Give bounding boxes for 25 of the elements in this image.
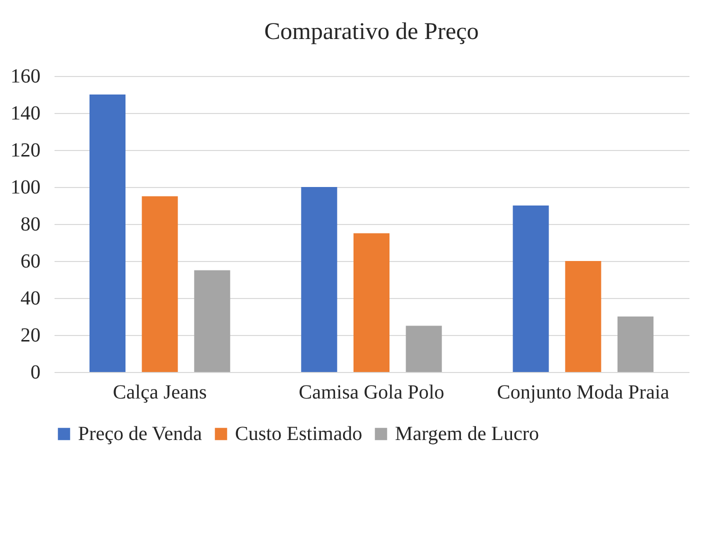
- bar: [565, 261, 602, 372]
- bar: [142, 196, 178, 372]
- y-tick-label: 160: [10, 66, 40, 88]
- y-tick-label: 140: [10, 102, 40, 124]
- y-tick-label: 80: [20, 214, 40, 236]
- bar: [301, 187, 338, 372]
- x-tick-label: Conjunto Moda Praia: [497, 382, 670, 404]
- bar: [406, 326, 442, 372]
- x-tick-label: Camisa Gola Polo: [298, 382, 444, 404]
- chart-title: Comparativo de Preço: [264, 19, 479, 45]
- y-tick-label: 100: [10, 176, 40, 198]
- bar: [194, 270, 230, 372]
- y-tick-label: 0: [30, 362, 40, 384]
- y-tick-label: 40: [20, 288, 40, 310]
- y-tick-label: 120: [10, 140, 40, 162]
- y-tick-label: 60: [20, 250, 40, 272]
- legend-label: Preço de Venda: [78, 423, 202, 445]
- legend-label: Margem de Lucro: [395, 423, 540, 445]
- bar: [354, 233, 390, 372]
- bar: [618, 316, 654, 372]
- x-tick-label: Calça Jeans: [112, 382, 207, 404]
- bar: [89, 94, 126, 372]
- legend-label: Custo Estimado: [235, 423, 362, 445]
- y-tick-label: 20: [20, 324, 40, 346]
- bar: [512, 206, 549, 372]
